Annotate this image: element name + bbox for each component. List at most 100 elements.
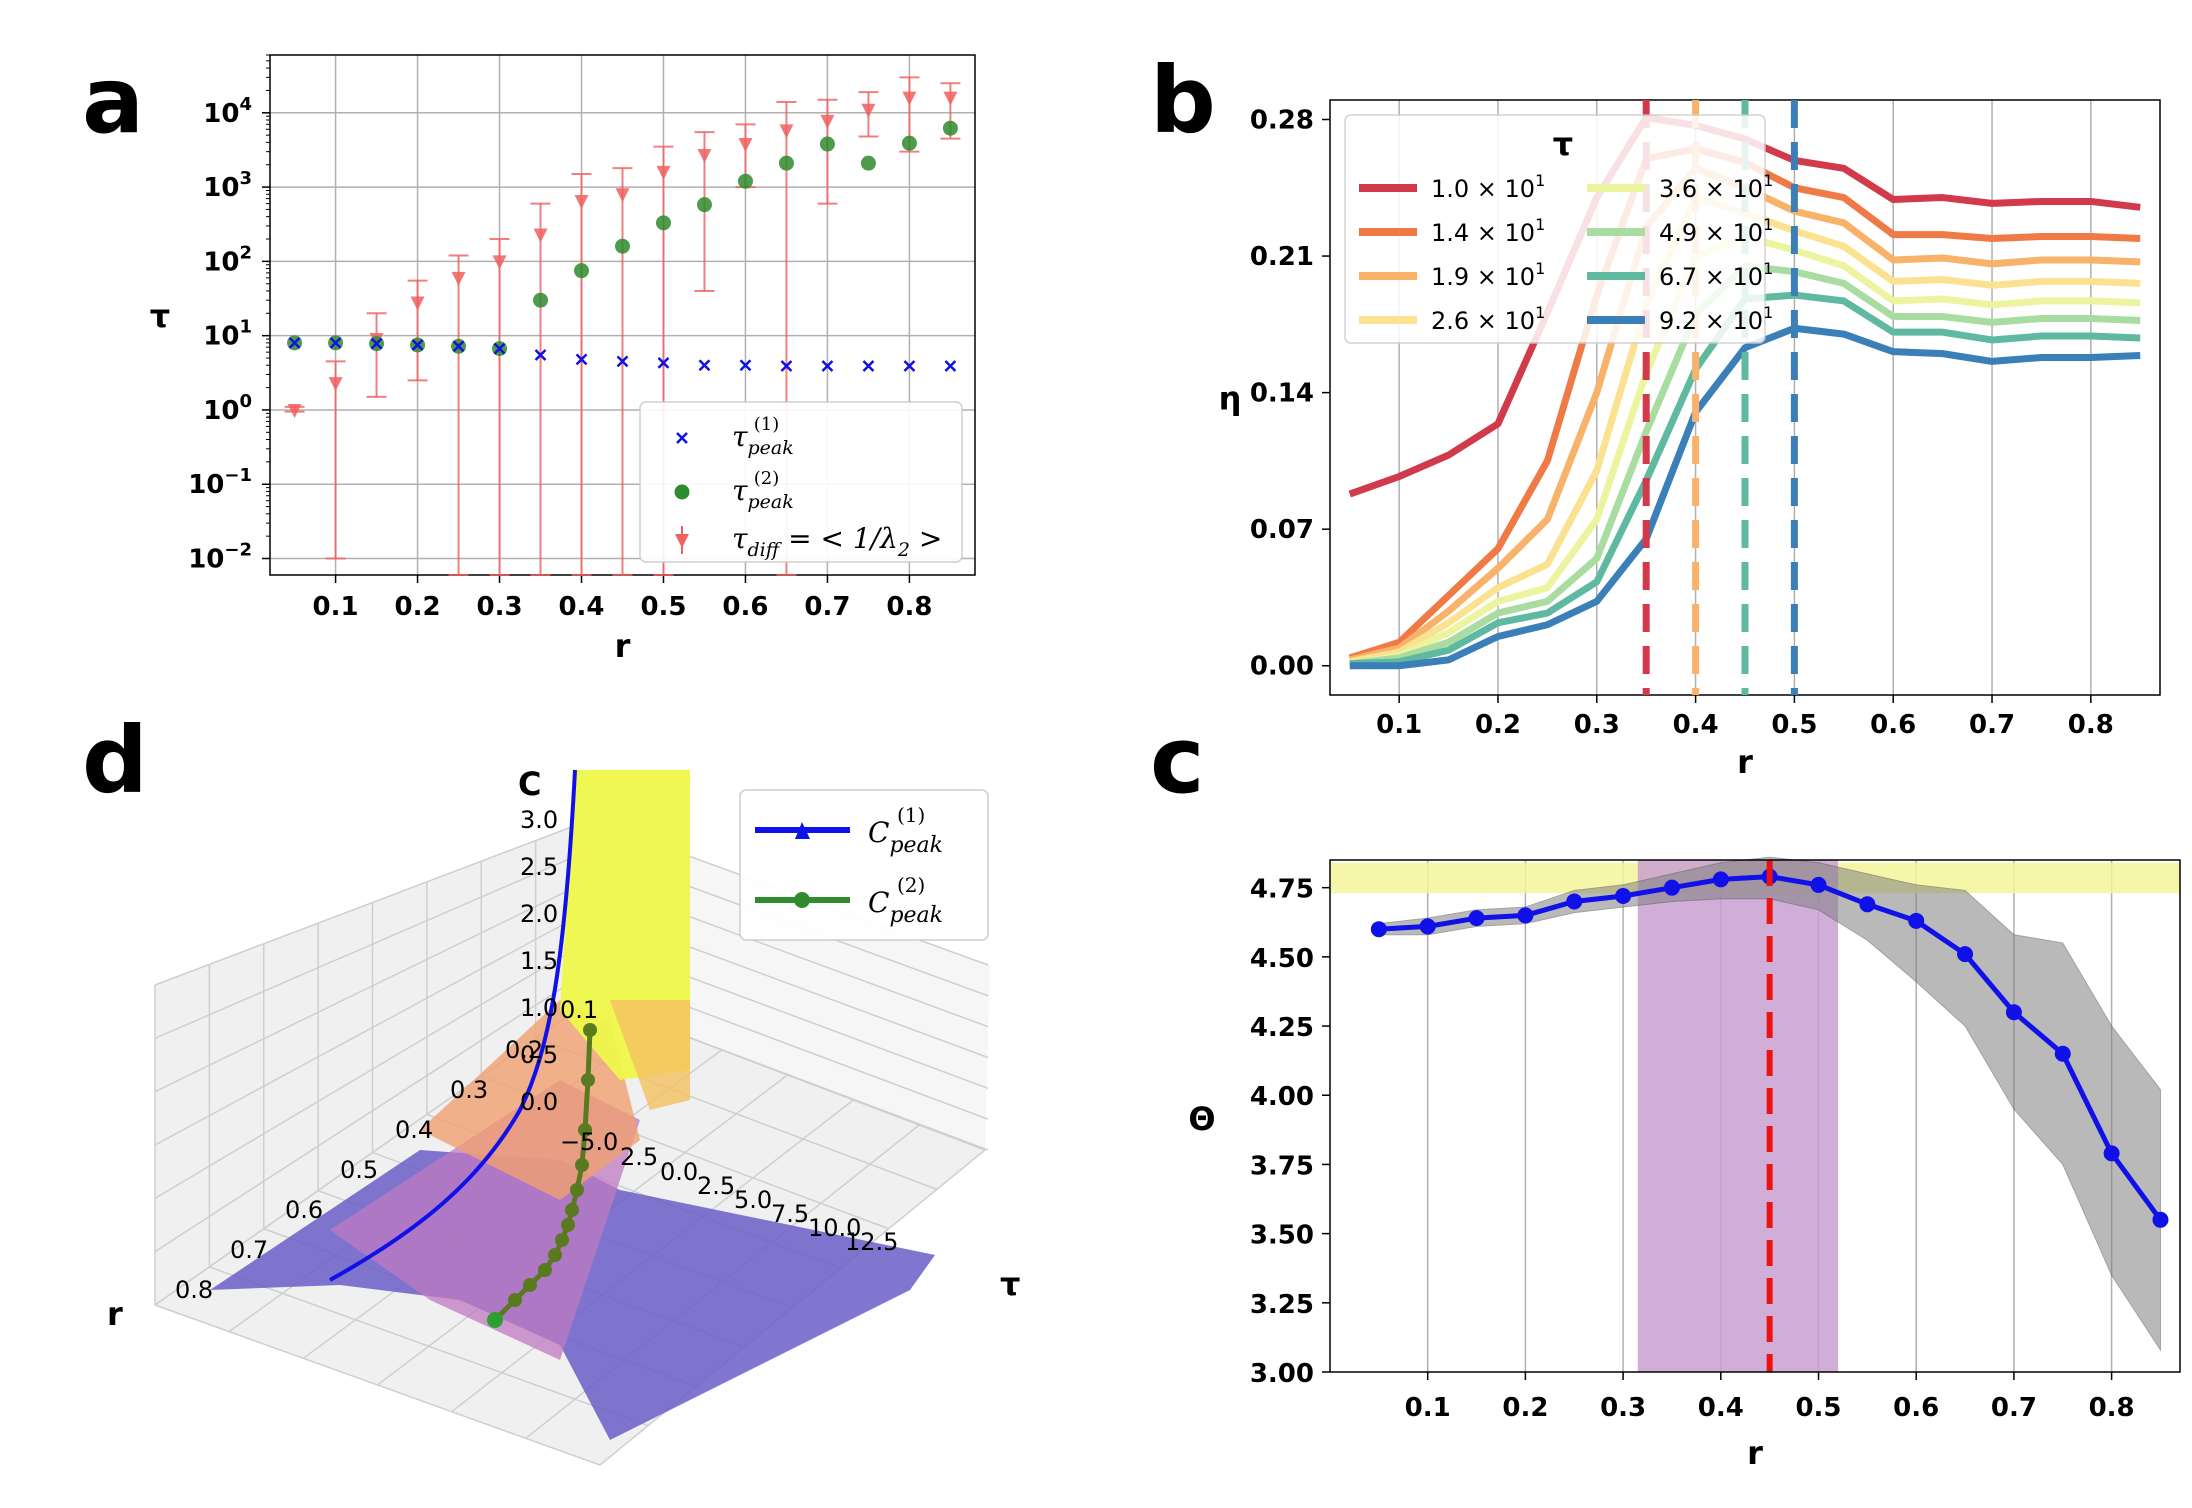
tau-axis-label: τ bbox=[1000, 1265, 1020, 1303]
tau-peak2-point bbox=[860, 155, 876, 171]
legend-title: τ bbox=[1553, 125, 1573, 163]
theta-point bbox=[2005, 1004, 2022, 1021]
x-axis-label: r bbox=[1737, 743, 1753, 781]
x-tick-label: 0.1 bbox=[1376, 710, 1422, 740]
c-peak2-point bbox=[538, 1263, 552, 1277]
tau-diff-point bbox=[451, 271, 466, 286]
theta-point bbox=[1468, 910, 1485, 927]
extra-tick: 2.5 bbox=[620, 1143, 658, 1171]
tau-diff-point bbox=[492, 255, 507, 270]
z-tick-label: 2.0 bbox=[520, 900, 558, 928]
z-tick-label: 1.0 bbox=[520, 994, 558, 1022]
wall-grid bbox=[154, 939, 591, 1199]
y-axis-label: Θ bbox=[1188, 1100, 1215, 1138]
y-tick-label: 103 bbox=[203, 168, 252, 203]
surface-spike-foot bbox=[610, 1000, 690, 1110]
panel-label-c: c bbox=[1150, 707, 1205, 814]
x-tick-label: 0.6 bbox=[722, 592, 768, 622]
c-peak2-endpoint bbox=[487, 1312, 503, 1328]
x-tick-label: 0.3 bbox=[477, 592, 523, 622]
tau-diff-point bbox=[779, 124, 794, 139]
tau-tick-label: 0.0 bbox=[660, 1158, 698, 1186]
tau-peak2-point bbox=[778, 155, 794, 171]
legend-marker-2 bbox=[674, 484, 690, 500]
y-tick-label: 4.50 bbox=[1250, 944, 1314, 974]
panel-d-surface: 0.00.51.01.52.02.53.00.02.55.07.510.012.… bbox=[107, 765, 1020, 1466]
legend-label-3: 1.9 × 101 bbox=[1431, 259, 1545, 291]
y-tick-label: 4.00 bbox=[1250, 1082, 1314, 1112]
theta-point bbox=[1859, 896, 1876, 913]
theta-point bbox=[1370, 921, 1387, 938]
theta-point bbox=[1712, 871, 1729, 888]
c-peak2-point bbox=[548, 1248, 562, 1262]
theta-band bbox=[1378, 856, 2161, 1352]
z-tick-label: 0.5 bbox=[520, 1041, 558, 1069]
legend-label-5: 3.6 × 101 bbox=[1659, 171, 1773, 203]
tau-peak1-point bbox=[739, 359, 752, 372]
y-tick-label: 104 bbox=[203, 94, 252, 129]
x-tick-label: 0.5 bbox=[640, 592, 686, 622]
x-tick-label: 0.6 bbox=[1870, 710, 1916, 740]
tau-peak2-point bbox=[533, 292, 549, 308]
tau-diff-point bbox=[697, 149, 712, 164]
legend-label-1: τpeak(1) bbox=[732, 414, 794, 459]
tau-peak1-point bbox=[288, 336, 301, 349]
tau-peak1-point bbox=[698, 359, 711, 372]
tau-peak2-point bbox=[574, 263, 590, 279]
c-peak2-point bbox=[581, 1073, 595, 1087]
theta-point bbox=[1615, 887, 1632, 904]
x-tick-label: 0.1 bbox=[1405, 1393, 1451, 1423]
theta-point bbox=[1419, 918, 1436, 935]
theta-point bbox=[2103, 1145, 2120, 1162]
theta-point bbox=[1908, 912, 1925, 929]
tau-peak1-point bbox=[657, 357, 670, 369]
tau-diff-point bbox=[738, 138, 753, 153]
x-axis-label: r bbox=[1747, 1434, 1763, 1472]
legend-label-7: 6.7 × 101 bbox=[1659, 259, 1773, 291]
y-tick-label: 101 bbox=[203, 317, 252, 352]
y-tick-label: 3.00 bbox=[1250, 1359, 1314, 1389]
c-peak2-point bbox=[523, 1278, 537, 1292]
tau-peak1-point bbox=[903, 360, 916, 372]
tau-diff-point bbox=[820, 114, 835, 129]
x-tick-label: 0.3 bbox=[1574, 710, 1620, 740]
r-axis-label: r bbox=[107, 1295, 123, 1333]
theta-point bbox=[2152, 1211, 2169, 1228]
wall-grid bbox=[154, 969, 591, 1253]
tau-peak2-point bbox=[655, 215, 671, 231]
z-tick-label: 3.0 bbox=[520, 806, 558, 834]
y-axis-label: η bbox=[1219, 380, 1242, 418]
x-tick-label: 0.2 bbox=[1475, 710, 1521, 740]
axes-frame bbox=[1329, 859, 2181, 1373]
legend-marker-2 bbox=[794, 892, 810, 908]
y-tick-label: 4.75 bbox=[1250, 875, 1314, 905]
y-tick-label: 102 bbox=[203, 242, 252, 277]
tau-peak2-point bbox=[942, 120, 958, 136]
legend-label-2: 1.4 × 101 bbox=[1431, 215, 1545, 247]
wall-grid bbox=[154, 879, 591, 1093]
tau-peak1-point bbox=[616, 355, 629, 368]
y-tick-label: 0.07 bbox=[1250, 515, 1314, 545]
tau-diff-point bbox=[943, 91, 958, 106]
theta-point bbox=[1517, 907, 1534, 924]
tau-peak1-point bbox=[493, 342, 506, 355]
y-tick-label: 3.25 bbox=[1250, 1290, 1314, 1320]
legend-box bbox=[639, 401, 963, 563]
tau-diff-point bbox=[574, 194, 589, 209]
panel-label-a: a bbox=[82, 47, 144, 154]
y-tick-label: 0.00 bbox=[1250, 652, 1314, 682]
y-tick-label: 10−2 bbox=[188, 540, 252, 575]
z-tick-label: 1.5 bbox=[520, 947, 558, 975]
wall-grid bbox=[154, 909, 591, 1146]
legend-marker-1 bbox=[676, 432, 688, 444]
x-tick-label: 0.4 bbox=[1698, 1393, 1744, 1423]
tau-tick-label: 10.0 bbox=[808, 1214, 861, 1242]
x-tick-label: 0.2 bbox=[395, 592, 441, 622]
x-tick-label: 0.1 bbox=[313, 592, 359, 622]
legend-box bbox=[739, 789, 989, 941]
panel-label-d: d bbox=[82, 707, 148, 814]
wall-grid bbox=[154, 849, 591, 1040]
tau-diff-point bbox=[328, 377, 343, 392]
tau-diff-point bbox=[287, 403, 302, 418]
